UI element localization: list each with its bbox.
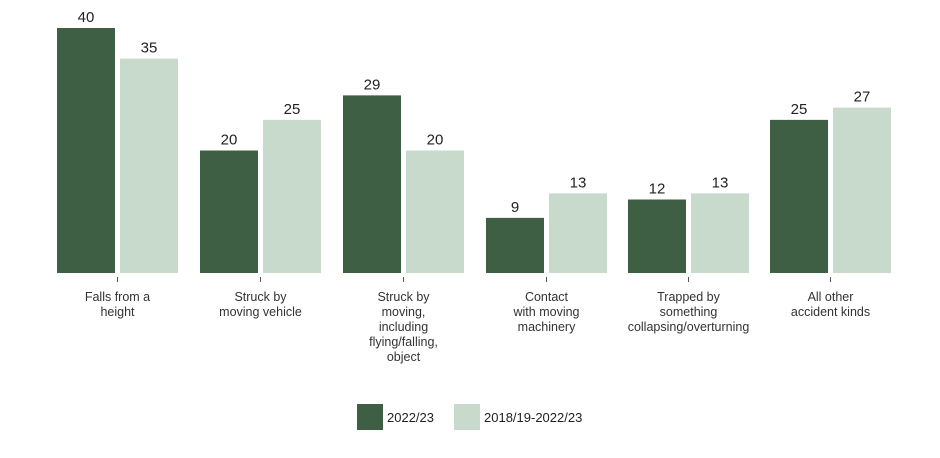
category-label: machinery xyxy=(518,320,576,334)
category-label: height xyxy=(100,305,135,319)
legend-swatch xyxy=(357,404,383,430)
category-label: Struck by xyxy=(377,290,430,304)
legend-label: 2022/23 xyxy=(387,410,434,425)
category-label: All other xyxy=(808,290,854,304)
category-label: Falls from a xyxy=(85,290,150,304)
data-label: 12 xyxy=(649,181,666,198)
category-label: with moving xyxy=(513,305,580,319)
data-label: 35 xyxy=(141,40,158,57)
category-label: including xyxy=(379,320,428,334)
category-label: moving vehicle xyxy=(219,305,302,319)
bar-average-2 xyxy=(406,150,464,273)
bar-current-0 xyxy=(57,28,115,273)
bar-current-1 xyxy=(200,150,258,273)
data-label: 27 xyxy=(854,89,871,106)
category-label: flying/falling, xyxy=(369,335,438,349)
bar-current-3 xyxy=(486,217,544,273)
bar-average-4 xyxy=(691,193,749,273)
bar-average-3 xyxy=(549,193,607,273)
bar-current-4 xyxy=(628,199,686,273)
category-label: object xyxy=(387,350,421,364)
category-label: Struck by xyxy=(234,290,287,304)
data-label: 13 xyxy=(712,174,729,191)
bar-average-5 xyxy=(833,107,891,273)
data-label: 25 xyxy=(284,101,301,118)
category-label: collapsing/overturning xyxy=(628,320,750,334)
category-label: Contact xyxy=(525,290,569,304)
bar-current-5 xyxy=(770,119,828,273)
data-label: 20 xyxy=(427,132,444,149)
data-label: 40 xyxy=(78,9,95,26)
category-label: something xyxy=(660,305,718,319)
data-label: 20 xyxy=(221,132,238,149)
bar-average-1 xyxy=(263,119,321,273)
bar-current-2 xyxy=(343,95,401,273)
data-label: 29 xyxy=(364,76,381,93)
category-label: Trapped by xyxy=(657,290,721,304)
data-label: 13 xyxy=(570,174,587,191)
category-label: moving, xyxy=(382,305,426,319)
data-label: 25 xyxy=(791,101,808,118)
bar-average-0 xyxy=(120,58,178,273)
category-label: accident kinds xyxy=(791,305,870,319)
legend-label: 2018/19-2022/23 xyxy=(484,410,582,425)
legend-swatch xyxy=(454,404,480,430)
data-label: 9 xyxy=(511,199,519,216)
